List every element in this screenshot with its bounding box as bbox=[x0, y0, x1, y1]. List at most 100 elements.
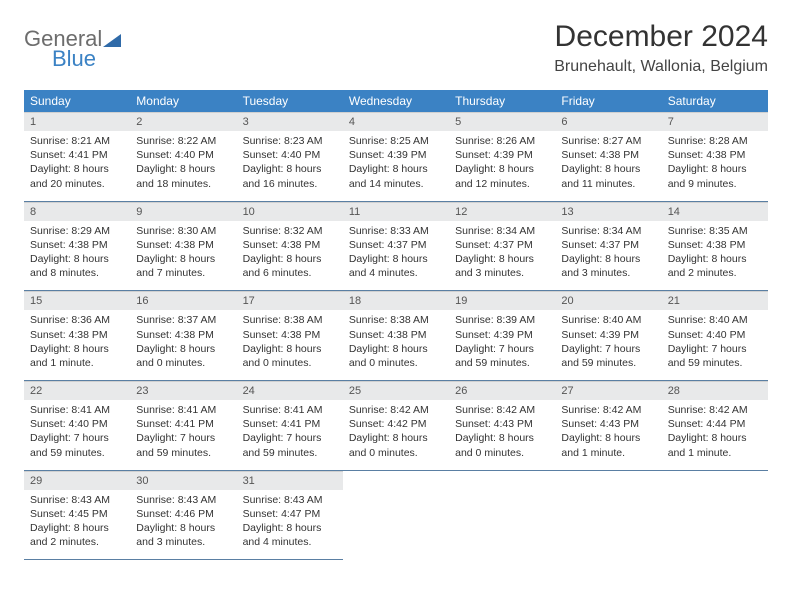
location: Brunehault, Wallonia, Belgium bbox=[554, 58, 768, 76]
sunrise-text: Sunrise: 8:42 AM bbox=[561, 403, 655, 417]
daylight-line2: and 0 minutes. bbox=[349, 356, 443, 370]
calendar-day-cell: 13Sunrise: 8:34 AMSunset: 4:37 PMDayligh… bbox=[555, 201, 661, 291]
day-number: 15 bbox=[24, 291, 130, 310]
daylight-line1: Daylight: 8 hours bbox=[243, 521, 337, 535]
daylight-line2: and 7 minutes. bbox=[136, 266, 230, 280]
daylight-line2: and 8 minutes. bbox=[30, 266, 124, 280]
daylight-line1: Daylight: 7 hours bbox=[561, 342, 655, 356]
daylight-line1: Daylight: 8 hours bbox=[561, 162, 655, 176]
sunset-text: Sunset: 4:40 PM bbox=[136, 148, 230, 162]
sunset-text: Sunset: 4:38 PM bbox=[243, 328, 337, 342]
daylight-line2: and 1 minute. bbox=[668, 446, 762, 460]
sunset-text: Sunset: 4:41 PM bbox=[136, 417, 230, 431]
sunrise-text: Sunrise: 8:42 AM bbox=[455, 403, 549, 417]
day-content: Sunrise: 8:43 AMSunset: 4:46 PMDaylight:… bbox=[130, 490, 236, 560]
calendar-day-cell: 1Sunrise: 8:21 AMSunset: 4:41 PMDaylight… bbox=[24, 112, 130, 201]
calendar-day-cell: 31Sunrise: 8:43 AMSunset: 4:47 PMDayligh… bbox=[237, 470, 343, 560]
daylight-line1: Daylight: 8 hours bbox=[136, 252, 230, 266]
daylight-line2: and 11 minutes. bbox=[561, 177, 655, 191]
day-content: Sunrise: 8:28 AMSunset: 4:38 PMDaylight:… bbox=[662, 131, 768, 201]
day-content: Sunrise: 8:26 AMSunset: 4:39 PMDaylight:… bbox=[449, 131, 555, 201]
calendar-day-cell: 27Sunrise: 8:42 AMSunset: 4:43 PMDayligh… bbox=[555, 381, 661, 471]
day-content: Sunrise: 8:37 AMSunset: 4:38 PMDaylight:… bbox=[130, 310, 236, 380]
calendar-day-cell: 4Sunrise: 8:25 AMSunset: 4:39 PMDaylight… bbox=[343, 112, 449, 201]
daylight-line1: Daylight: 8 hours bbox=[455, 431, 549, 445]
daylight-line1: Daylight: 8 hours bbox=[455, 252, 549, 266]
day-number: 26 bbox=[449, 381, 555, 400]
sunset-text: Sunset: 4:38 PM bbox=[668, 148, 762, 162]
sunrise-text: Sunrise: 8:37 AM bbox=[136, 313, 230, 327]
calendar-week-row: 22 Sunrise: 8:41 AM Sunset: 4:40 PM Dayligh… bbox=[24, 381, 768, 471]
day-content: Sunrise: 8:29 AMSunset: 4:38 PMDaylight:… bbox=[24, 221, 130, 291]
calendar-day-cell bbox=[449, 470, 555, 560]
day-number: 31 bbox=[237, 471, 343, 490]
daylight-line1: Daylight: 8 hours bbox=[561, 431, 655, 445]
day-content: Sunrise: 8:40 AMSunset: 4:40 PMDaylight:… bbox=[662, 310, 768, 380]
day-content: Sunrise: 8:42 AMSunset: 4:43 PMDaylight:… bbox=[449, 400, 555, 470]
daylight-line1: Daylight: 7 hours bbox=[243, 431, 337, 445]
day-number: 24 bbox=[237, 381, 343, 400]
day-number: 10 bbox=[237, 202, 343, 221]
weekday-header: Wednesday bbox=[343, 90, 449, 112]
calendar-day-cell: 26Sunrise: 8:42 AMSunset: 4:43 PMDayligh… bbox=[449, 381, 555, 471]
day-content: Sunrise: 8:25 AMSunset: 4:39 PMDaylight:… bbox=[343, 131, 449, 201]
daylight-line2: and 1 minute. bbox=[561, 446, 655, 460]
logo: GeneralBlue bbox=[24, 20, 121, 72]
sunset-text: Sunset: 4:39 PM bbox=[561, 328, 655, 342]
calendar-day-cell: 25Sunrise: 8:42 AMSunset: 4:42 PMDayligh… bbox=[343, 381, 449, 471]
weekday-header: Tuesday bbox=[237, 90, 343, 112]
daylight-line1: Daylight: 8 hours bbox=[349, 431, 443, 445]
sunset-text: Sunset: 4:40 PM bbox=[243, 148, 337, 162]
day-number: 5 bbox=[449, 112, 555, 131]
sunset-text: Sunset: 4:46 PM bbox=[136, 507, 230, 521]
daylight-line2: and 59 minutes. bbox=[561, 356, 655, 370]
day-content: Sunrise: 8:30 AMSunset: 4:38 PMDaylight:… bbox=[130, 221, 236, 291]
day-number: 14 bbox=[662, 202, 768, 221]
daylight-line2: and 0 minutes. bbox=[455, 446, 549, 460]
calendar-table: SundayMondayTuesdayWednesdayThursdayFrid… bbox=[24, 90, 768, 560]
sunrise-text: Sunrise: 8:39 AM bbox=[455, 313, 549, 327]
sunrise-text: Sunrise: 8:42 AM bbox=[349, 403, 443, 417]
day-number: 22 bbox=[24, 381, 130, 400]
calendar-day-cell: 24Sunrise: 8:41 AMSunset: 4:41 PMDayligh… bbox=[237, 381, 343, 471]
daylight-line1: Daylight: 8 hours bbox=[136, 342, 230, 356]
daylight-line1: Daylight: 8 hours bbox=[349, 342, 443, 356]
sunset-text: Sunset: 4:45 PM bbox=[30, 507, 124, 521]
sunset-text: Sunset: 4:41 PM bbox=[30, 148, 124, 162]
day-content: Sunrise: 8:38 AMSunset: 4:38 PMDaylight:… bbox=[343, 310, 449, 380]
calendar-day-cell: 7Sunrise: 8:28 AMSunset: 4:38 PMDaylight… bbox=[662, 112, 768, 201]
sunrise-text: Sunrise: 8:29 AM bbox=[30, 224, 124, 238]
triangle-icon bbox=[103, 33, 121, 52]
sunset-text: Sunset: 4:40 PM bbox=[30, 417, 124, 431]
calendar-day-cell: 5Sunrise: 8:26 AMSunset: 4:39 PMDaylight… bbox=[449, 112, 555, 201]
calendar-day-cell: 19Sunrise: 8:39 AMSunset: 4:39 PMDayligh… bbox=[449, 291, 555, 381]
daylight-line1: Daylight: 8 hours bbox=[349, 252, 443, 266]
daylight-line2: and 2 minutes. bbox=[668, 266, 762, 280]
weekday-header: Saturday bbox=[662, 90, 768, 112]
daylight-line2: and 6 minutes. bbox=[243, 266, 337, 280]
day-number: 17 bbox=[237, 291, 343, 310]
day-number: 18 bbox=[343, 291, 449, 310]
month-title: December 2024 bbox=[554, 20, 768, 54]
sunrise-text: Sunrise: 8:43 AM bbox=[136, 493, 230, 507]
daylight-line2: and 4 minutes. bbox=[243, 535, 337, 549]
sunset-text: Sunset: 4:37 PM bbox=[561, 238, 655, 252]
day-number: 4 bbox=[343, 112, 449, 131]
calendar-week-row: 8Sunrise: 8:29 AMSunset: 4:38 PMDaylight… bbox=[24, 201, 768, 291]
day-content: Sunrise: 8:42 AMSunset: 4:43 PMDaylight:… bbox=[555, 400, 661, 470]
day-number: 30 bbox=[130, 471, 236, 490]
calendar-day-cell: 28Sunrise: 8:42 AMSunset: 4:44 PMDayligh… bbox=[662, 381, 768, 471]
daylight-line1: Daylight: 8 hours bbox=[136, 162, 230, 176]
daylight-line2: and 4 minutes. bbox=[349, 266, 443, 280]
day-content: Sunrise: 8:34 AMSunset: 4:37 PMDaylight:… bbox=[555, 221, 661, 291]
day-number: 7 bbox=[662, 112, 768, 131]
sunset-text: Sunset: 4:38 PM bbox=[561, 148, 655, 162]
calendar-day-cell bbox=[555, 470, 661, 560]
sunrise-text: Sunrise: 8:30 AM bbox=[136, 224, 230, 238]
calendar-day-cell: 16Sunrise: 8:37 AMSunset: 4:38 PMDayligh… bbox=[130, 291, 236, 381]
daylight-line1: Daylight: 8 hours bbox=[136, 521, 230, 535]
day-number: 9 bbox=[130, 202, 236, 221]
day-number: 23 bbox=[130, 381, 236, 400]
sunrise-text: Sunrise: 8:41 AM bbox=[136, 403, 230, 417]
day-content: Sunrise: 8:41 AMSunset: 4:41 PMDaylight:… bbox=[237, 400, 343, 470]
